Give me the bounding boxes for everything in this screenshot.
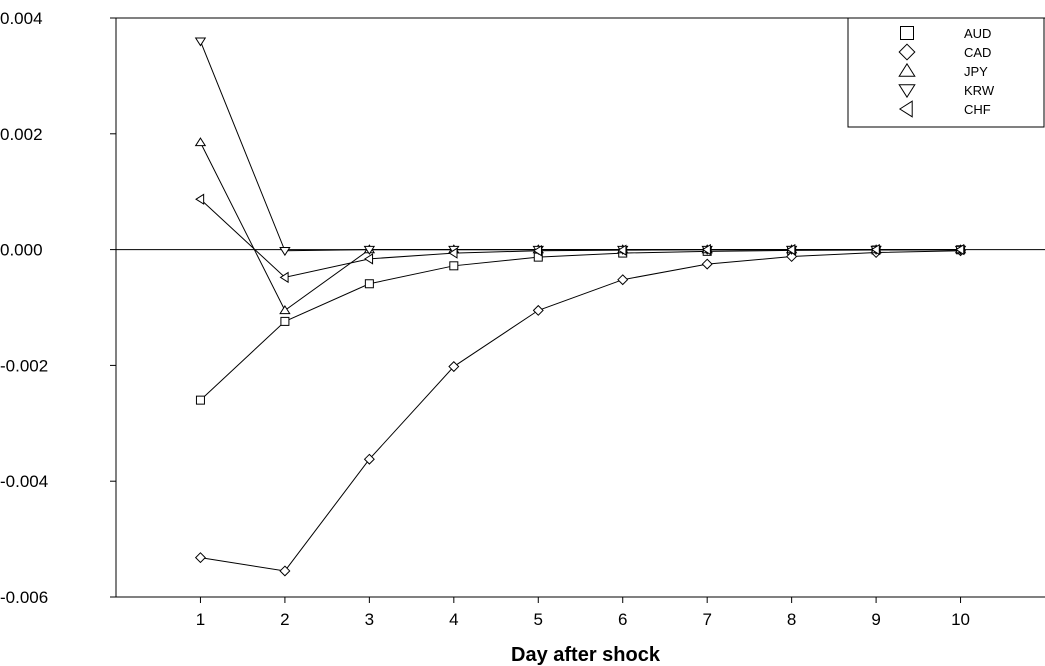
series-line-chf (200, 198, 961, 278)
series-line-krw (199, 40, 961, 252)
series-line-aud (200, 249, 961, 401)
data-point-aud (195, 395, 205, 405)
series-line-jpy (200, 142, 961, 312)
data-point-cad (701, 258, 713, 270)
legend-marker-cad (898, 43, 916, 61)
data-point-jpy (279, 305, 291, 315)
x-tick-label: 5 (534, 610, 543, 629)
legend-box (847, 17, 1045, 128)
legend-marker-chf (898, 100, 913, 118)
data-point-chf (195, 193, 205, 205)
y-tick-label: 0.000 (0, 241, 43, 260)
data-point-chf (955, 243, 965, 256)
series-line-cad (200, 250, 961, 572)
legend-marker-jpy (898, 62, 916, 77)
data-point-chf (786, 243, 796, 256)
legend-label-jpy: JPY (964, 64, 988, 79)
series-layer (194, 37, 967, 577)
data-point-chf (701, 243, 711, 256)
data-point-chf (617, 244, 627, 256)
data-point-aud (449, 261, 459, 271)
series-jpy (194, 137, 967, 315)
data-point-chf (532, 245, 542, 257)
data-point-jpy (194, 137, 207, 147)
data-point-cad (279, 565, 291, 577)
data-point-chf (279, 271, 289, 284)
legend-label-krw: KRW (964, 83, 995, 98)
data-point-aud (280, 316, 290, 326)
x-axis-title: Day after shock (511, 644, 661, 666)
data-point-chf (870, 243, 880, 256)
x-tick-label: 1 (196, 610, 205, 629)
data-point-krw (194, 37, 207, 47)
y-tick-label: -0.006 (0, 588, 48, 607)
legend-marker-krw (898, 84, 916, 99)
legend-label-chf: CHF (964, 102, 991, 117)
legend-marker-aud (900, 26, 914, 40)
axes-layer: 0.004 0.002 0.000 -0.002 -0.004 -0.006 1 2 3 4 5 6 7… (0, 9, 1045, 629)
y-tick-label: -0.002 (0, 356, 48, 375)
y-tick-label: 0.002 (0, 125, 43, 144)
data-point-cad (194, 552, 206, 564)
legend-label-cad: CAD (964, 45, 991, 60)
x-tick-label: 9 (871, 610, 880, 629)
series-aud (195, 245, 966, 405)
x-tick-label: 4 (449, 610, 458, 629)
data-point-cad (448, 361, 460, 373)
x-tick-label: 6 (618, 610, 627, 629)
legend-label-aud: AUD (964, 26, 991, 41)
series-cad (194, 245, 967, 577)
data-point-chf (448, 247, 458, 259)
x-tick-label: 10 (951, 610, 970, 629)
data-point-cad (532, 304, 544, 316)
data-point-krw (279, 247, 291, 257)
data-point-cad (617, 274, 629, 286)
data-point-cad (363, 453, 375, 465)
series-chf (195, 193, 965, 284)
x-tick-label: 3 (365, 610, 374, 629)
y-tick-label: 0.004 (0, 9, 43, 28)
x-tick-label: 7 (702, 610, 711, 629)
data-point-krw (363, 245, 376, 255)
legend: AUD CAD JPY KRW CHF (847, 17, 1045, 128)
data-point-chf (364, 253, 374, 265)
data-point-aud (364, 279, 374, 289)
y-tick-label: -0.004 (0, 472, 48, 491)
x-tick-label: 2 (280, 610, 289, 629)
x-tick-label: 8 (787, 610, 796, 629)
